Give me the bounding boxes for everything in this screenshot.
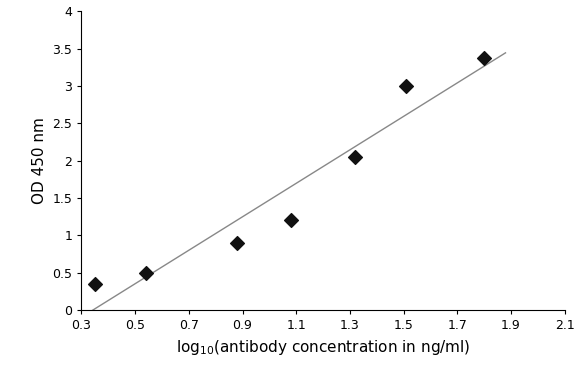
Point [90, 281, 100, 287]
Point [286, 217, 296, 223]
Point [480, 54, 489, 60]
Point [232, 240, 242, 246]
X-axis label: log$_{10}$(antibody concentration in ng/ml): log$_{10}$(antibody concentration in ng/… [176, 338, 470, 356]
Y-axis label: OD 450 nm: OD 450 nm [32, 117, 47, 204]
Point [141, 270, 151, 276]
Point [350, 154, 360, 160]
Point [402, 83, 411, 89]
